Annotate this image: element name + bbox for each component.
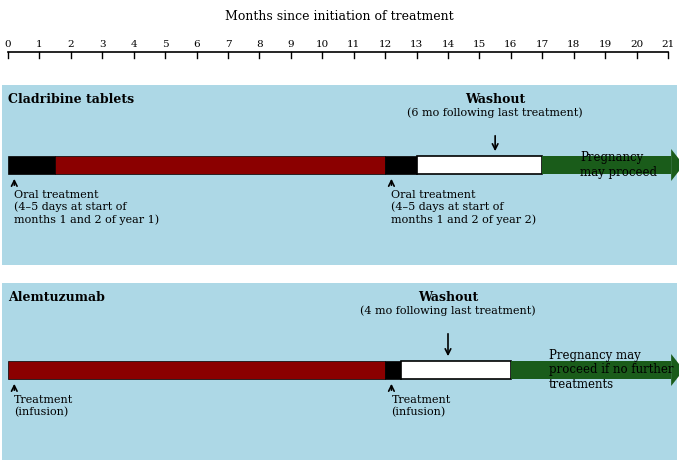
Text: 11: 11 [347, 40, 361, 49]
Bar [417, 156, 543, 174]
Bar [385, 361, 401, 379]
Text: 12: 12 [378, 40, 392, 49]
Bar [55, 156, 385, 174]
Text: 13: 13 [410, 40, 423, 49]
Text: 19: 19 [598, 40, 612, 49]
Text: 14: 14 [441, 40, 455, 49]
Text: 16: 16 [504, 40, 517, 49]
Text: 1: 1 [36, 40, 43, 49]
Text: Months since initiation of treatment: Months since initiation of treatment [225, 10, 454, 23]
Text: 7: 7 [225, 40, 232, 49]
Text: 15: 15 [473, 40, 486, 49]
Text: 0: 0 [5, 40, 12, 49]
Text: Pregnancy may
proceed if no further
treatments: Pregnancy may proceed if no further trea… [549, 348, 673, 391]
Bar [543, 156, 671, 174]
Text: Washout: Washout [418, 291, 478, 304]
Text: 21: 21 [661, 40, 675, 49]
Text: Oral treatment
(4–5 days at start of
months 1 and 2 of year 1): Oral treatment (4–5 days at start of mon… [14, 190, 160, 225]
Text: 4: 4 [130, 40, 137, 49]
Bar [8, 361, 385, 379]
Text: Alemtuzumab: Alemtuzumab [8, 291, 105, 304]
Text: Oral treatment
(4–5 days at start of
months 1 and 2 of year 2): Oral treatment (4–5 days at start of mon… [391, 190, 536, 225]
Text: 18: 18 [567, 40, 581, 49]
Text: (4 mo following last treatment): (4 mo following last treatment) [360, 305, 536, 316]
Text: Treatment
(infusion): Treatment (infusion) [14, 395, 73, 417]
Bar [2, 85, 677, 265]
Bar [2, 283, 677, 460]
Text: 8: 8 [256, 40, 263, 49]
Text: 5: 5 [162, 40, 168, 49]
Text: 2: 2 [67, 40, 74, 49]
Text: Treatment
(infusion): Treatment (infusion) [391, 395, 451, 417]
Text: 3: 3 [99, 40, 106, 49]
Text: 9: 9 [287, 40, 294, 49]
Polygon shape [671, 354, 679, 386]
Text: Pregnancy
may proceed: Pregnancy may proceed [580, 151, 657, 179]
Bar [385, 156, 417, 174]
Text: (6 mo following last treatment): (6 mo following last treatment) [407, 107, 583, 118]
Bar [401, 361, 511, 379]
Bar [8, 156, 55, 174]
Text: 6: 6 [194, 40, 200, 49]
Text: 10: 10 [316, 40, 329, 49]
Text: Cladribine tablets: Cladribine tablets [8, 93, 134, 106]
Text: Washout: Washout [465, 93, 526, 106]
Bar [511, 361, 671, 379]
Text: 17: 17 [536, 40, 549, 49]
Text: 20: 20 [630, 40, 643, 49]
Polygon shape [671, 149, 679, 181]
